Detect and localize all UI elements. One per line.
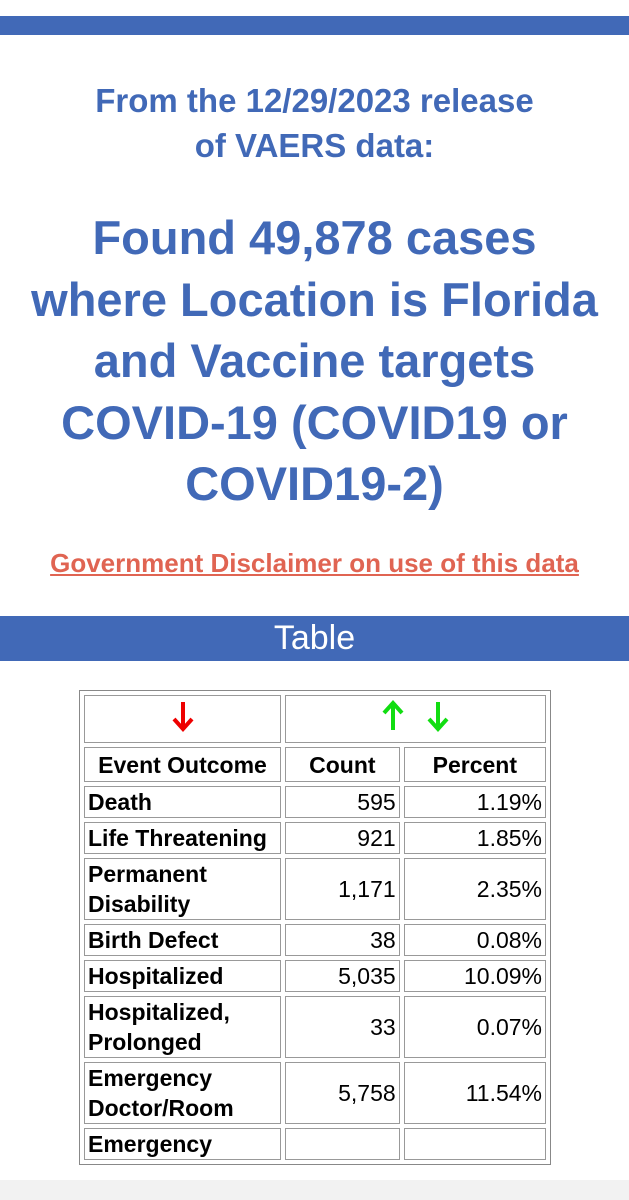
section-title: Table bbox=[273, 619, 356, 657]
row-label: Death bbox=[84, 786, 281, 818]
cell: 1.19% bbox=[403, 786, 546, 818]
row-label: Hospitalized, Prolonged bbox=[84, 996, 281, 1058]
table-row: Death 595 1.19% bbox=[84, 786, 546, 818]
table-body: Event Outcome Count Percent Death 595 1.19% Li… bbox=[84, 695, 546, 1160]
row-label: Permanent Disability bbox=[84, 858, 281, 920]
sort-cell bbox=[84, 695, 281, 743]
table-row: Emergency bbox=[84, 1128, 546, 1160]
disclaimer-link[interactable]: Government Disclaimer on use of this dat… bbox=[50, 548, 579, 578]
column-header: Event Outcome bbox=[84, 747, 281, 782]
cell: 1,171 bbox=[285, 858, 400, 920]
title-line: where Location is Florida bbox=[31, 272, 598, 326]
bottom-bar bbox=[0, 1180, 629, 1200]
row-label: Emergency Doctor/Room bbox=[84, 1062, 281, 1124]
cell: 5,758 bbox=[285, 1062, 400, 1124]
table-row: Permanent Disability 1,171 2.35% bbox=[84, 858, 546, 920]
cell: 11.54% bbox=[403, 1062, 546, 1124]
release-heading: From the 12/29/2023 release of VAERS dat… bbox=[0, 78, 629, 168]
row-label: Emergency bbox=[84, 1128, 281, 1160]
table-row: Life Threatening 921 1.85% bbox=[84, 822, 546, 854]
cell: 2.35% bbox=[403, 858, 546, 920]
title-line: COVID19-2) bbox=[185, 457, 444, 510]
row-label: Birth Defect bbox=[84, 924, 281, 956]
table: Event Outcome Count Percent Death 595 1.19% Li… bbox=[79, 690, 551, 1165]
cell: 0.07% bbox=[403, 996, 546, 1058]
table-wrap: Event Outcome Count Percent Death 595 1.19% Li… bbox=[79, 690, 551, 1180]
sort-cell bbox=[285, 695, 546, 743]
table-row: Hospitalized, Prolonged 33 0.07% bbox=[84, 996, 546, 1058]
release-line: of VAERS data: bbox=[194, 127, 435, 164]
cell bbox=[285, 1128, 400, 1160]
row-label: Hospitalized bbox=[84, 960, 281, 992]
sort-asc-icon[interactable] bbox=[381, 698, 405, 734]
table-row: Birth Defect 38 0.08% bbox=[84, 924, 546, 956]
title-line: COVID-19 (COVID19 or bbox=[61, 395, 568, 449]
column-header: Percent bbox=[403, 747, 546, 782]
table-row: Emergency Doctor/Room 5,758 11.54% bbox=[84, 1062, 546, 1124]
title-line: and Vaccine targets bbox=[93, 334, 536, 387]
cell: 1.85% bbox=[403, 822, 546, 854]
sort-desc-icon[interactable] bbox=[171, 698, 195, 734]
cell: 10.09% bbox=[403, 960, 546, 992]
release-line: From the 12/29/2023 release bbox=[95, 82, 534, 119]
arrow-row bbox=[84, 695, 546, 743]
title-line: Found 49,878 cases bbox=[92, 211, 537, 264]
cell: 921 bbox=[285, 822, 400, 854]
title: Found 49,878 cases where Location is Flor… bbox=[0, 207, 629, 515]
top-bar bbox=[0, 16, 629, 35]
table-row: Hospitalized 5,035 10.09% bbox=[84, 960, 546, 992]
cell: 5,035 bbox=[285, 960, 400, 992]
header-row: Event Outcome Count Percent bbox=[84, 747, 546, 782]
cell: 38 bbox=[285, 924, 400, 956]
section-bar: Table bbox=[0, 616, 629, 661]
disclaimer: Government Disclaimer on use of this dat… bbox=[0, 548, 629, 579]
column-header: Count bbox=[285, 747, 400, 782]
cell: 33 bbox=[285, 996, 400, 1058]
cell: 595 bbox=[285, 786, 400, 818]
sort-desc-icon[interactable] bbox=[426, 698, 450, 734]
cell bbox=[403, 1128, 546, 1160]
row-label: Life Threatening bbox=[84, 822, 281, 854]
cell: 0.08% bbox=[403, 924, 546, 956]
